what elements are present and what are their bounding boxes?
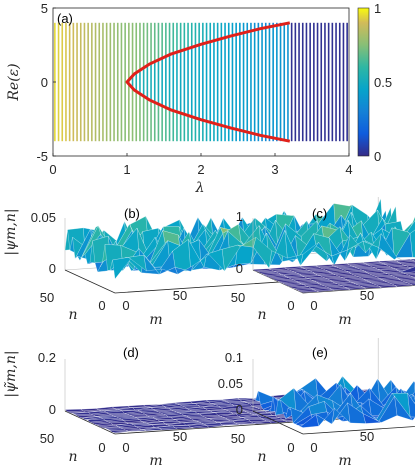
z-tick-e-top: 0.1 bbox=[225, 350, 243, 365]
colorbar-tick-0: 0 bbox=[374, 149, 381, 164]
y-tick-label: 0 bbox=[41, 75, 48, 90]
m-axis-label-d: m bbox=[149, 453, 162, 466]
m-axis-label-c: m bbox=[338, 312, 351, 328]
panel-label-b: (b) bbox=[124, 206, 140, 221]
m-tick-c-0: 0 bbox=[310, 298, 317, 313]
colorbar bbox=[357, 7, 370, 157]
y-axis-label: Re(ε) bbox=[6, 63, 22, 101]
m-axis-label-e: m bbox=[338, 453, 351, 466]
n-tick-c-50: 50 bbox=[231, 290, 245, 305]
base-axes bbox=[252, 410, 415, 435]
z-tick-b-bottom: 0 bbox=[49, 261, 56, 276]
x-axis-label: λ bbox=[195, 180, 205, 196]
panel-label-d: (d) bbox=[123, 345, 139, 360]
spectrum-bars bbox=[54, 22, 348, 142]
z-tick-c-1: 1 bbox=[236, 209, 243, 224]
surface-cell bbox=[112, 431, 131, 434]
m-tick-b-50: 50 bbox=[173, 288, 187, 303]
exceptional-boundary bbox=[125, 21, 291, 143]
y-tick-label: -5 bbox=[36, 149, 48, 164]
n-axis-label-e: n bbox=[257, 449, 266, 465]
surface-cell bbox=[300, 290, 319, 293]
m-tick-d-0: 0 bbox=[122, 440, 129, 455]
n-tick-b-0: 0 bbox=[98, 298, 105, 313]
n-tick-d-0: 0 bbox=[98, 440, 105, 455]
panel-label-e: (e) bbox=[312, 345, 328, 360]
x-tick-label: 2 bbox=[197, 162, 204, 177]
m-tick-c-50: 50 bbox=[360, 288, 374, 303]
n-axis-label-d: n bbox=[68, 449, 77, 465]
x-tick-label: 3 bbox=[271, 162, 278, 177]
surface-mesh-c bbox=[252, 218, 415, 294]
m-tick-e-50: 50 bbox=[360, 429, 374, 444]
panel-label-c: (c) bbox=[312, 206, 327, 221]
surface-cell bbox=[174, 401, 194, 404]
m-tick-e-0: 0 bbox=[310, 440, 317, 455]
surface-cell bbox=[112, 257, 131, 280]
surface-mesh-e bbox=[252, 359, 415, 435]
n-tick-c-0: 0 bbox=[287, 298, 294, 313]
z-tick-c-0: 0 bbox=[236, 261, 243, 276]
x-tick-label: 0 bbox=[49, 162, 56, 177]
boundary-curve bbox=[125, 21, 291, 143]
n-axis-label-b: n bbox=[68, 307, 77, 323]
m-axis-label-b: m bbox=[149, 312, 162, 328]
panel-e-surface: (e) 0.1 0.05 0 50 0 0 50 n m bbox=[218, 345, 415, 466]
x-tick-label: 4 bbox=[345, 162, 352, 177]
n-axis-label-c: n bbox=[257, 307, 266, 323]
x-tick-label: 1 bbox=[123, 162, 130, 177]
panel-b-surface: (b) 0.05 0 50 0 0 50 n m |ψm,n| bbox=[3, 197, 415, 328]
z-tick-b-top: 0.05 bbox=[31, 210, 56, 225]
z-tick-e-bottom: 0 bbox=[236, 402, 243, 417]
base-axes bbox=[252, 269, 415, 294]
z-axis-label-d: |ψ̃m,n| bbox=[3, 350, 19, 397]
surface-mesh-b bbox=[64, 197, 415, 294]
n-tick-b-50: 50 bbox=[40, 290, 54, 305]
m-tick-b-0: 0 bbox=[122, 298, 129, 313]
m-tick-d-50: 50 bbox=[173, 429, 187, 444]
axes-frame bbox=[52, 7, 350, 157]
n-tick-e-0: 0 bbox=[287, 440, 294, 455]
n-tick-d-50: 50 bbox=[40, 431, 54, 446]
n-tick-e-50: 50 bbox=[231, 431, 245, 446]
z-tick-d-top: 0.2 bbox=[38, 350, 56, 365]
z-tick-e-mid: 0.05 bbox=[218, 376, 243, 391]
colorbar-tick-0.5: 0.5 bbox=[374, 75, 392, 90]
colorbar-tick-1: 1 bbox=[374, 1, 381, 16]
z-tick-d-bottom: 0 bbox=[49, 402, 56, 417]
panel-a-spectrum: 0 1 2 3 450-5 (a) λ Re(ε) 1 0.5 0 bbox=[6, 1, 392, 196]
y-tick-label: 5 bbox=[41, 1, 48, 16]
axes-ticks: 0 1 2 3 450-5 bbox=[36, 1, 352, 177]
surface-cell bbox=[300, 414, 319, 428]
panel-label-a: (a) bbox=[57, 11, 73, 26]
z-axis-label-b: |ψm,n| bbox=[3, 208, 19, 255]
panel-c-surface: (c) 1 0 50 0 0 50 n m bbox=[231, 206, 415, 328]
